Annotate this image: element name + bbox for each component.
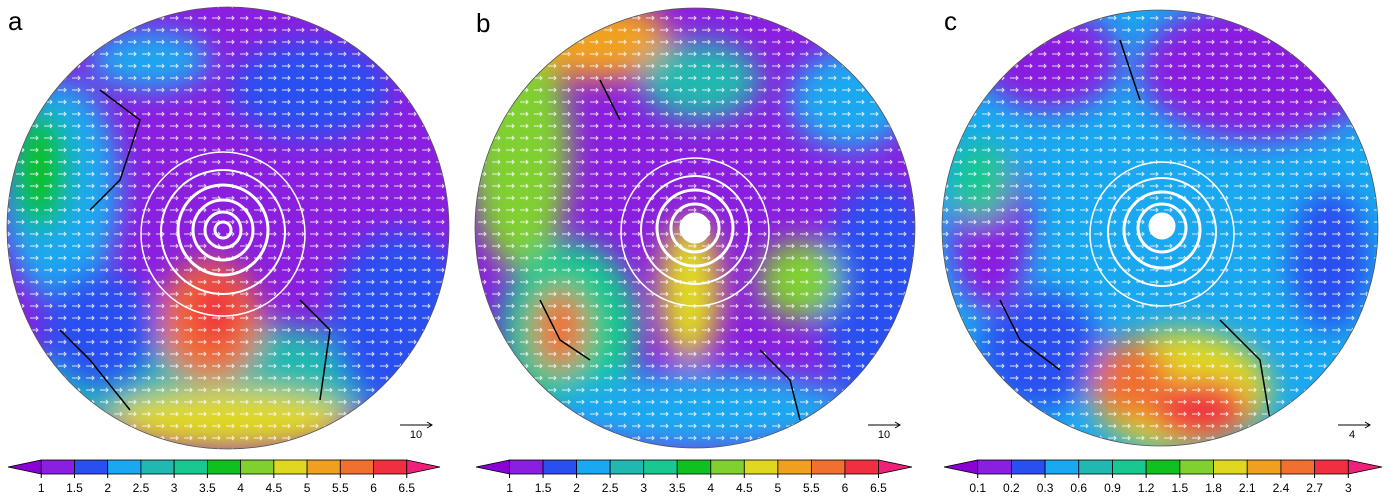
colorbar-tick-label: 3.5 xyxy=(669,481,686,495)
colorbar-box xyxy=(206,459,242,475)
colorbar-end xyxy=(7,459,42,475)
colorbar-tick-label: 1 xyxy=(38,481,45,495)
colorbar-box xyxy=(373,459,408,475)
colorbar-tick-label: 0.6 xyxy=(1070,481,1087,495)
colorbar-tick-label: 5 xyxy=(775,481,782,495)
colorbar-box xyxy=(810,459,846,475)
reference-arrow-head xyxy=(894,421,901,429)
colorbar-tick-label: 1 xyxy=(506,481,513,495)
colorbar-end xyxy=(943,459,979,475)
colorbar-tick-label: 1.8 xyxy=(1205,481,1222,495)
colorbar-box xyxy=(1280,459,1316,475)
colorbar-tick-label: 2.7 xyxy=(1306,481,1323,495)
colorbar-box xyxy=(74,459,109,475)
colorbar-end xyxy=(406,459,441,475)
colorbar-tick-label: 4.5 xyxy=(266,481,283,495)
colorbar-tick-label: 2.5 xyxy=(602,481,619,495)
reference-label: 10 xyxy=(410,429,422,441)
colorbar-tick-label: 2.5 xyxy=(133,481,150,495)
panel-label: a xyxy=(8,6,23,36)
colorbar-box xyxy=(1044,459,1080,475)
panel-label: c xyxy=(944,6,957,36)
colorbar-box xyxy=(609,459,645,475)
colorbar-box xyxy=(1213,459,1248,475)
colorbar-box xyxy=(743,459,779,475)
colorbar-box xyxy=(240,459,275,475)
colorbar-tick-label: 2.4 xyxy=(1273,481,1290,495)
colorbar-box xyxy=(509,459,544,475)
colorbar-end xyxy=(1347,459,1383,475)
colorbar-box xyxy=(542,459,578,475)
colorbar-tick-label: 5.5 xyxy=(803,481,820,495)
colorbar-tick-label: 5.5 xyxy=(332,481,349,495)
colorbar-box xyxy=(1179,459,1214,475)
colorbar-tick-label: 4 xyxy=(707,481,714,495)
colorbar-box xyxy=(844,459,879,475)
colorbar-tick-label: 2 xyxy=(104,481,111,495)
colorbar-end xyxy=(878,459,913,475)
map-c xyxy=(942,10,1378,446)
colorbar-box xyxy=(173,459,208,475)
colorbar-tick-label: 6.5 xyxy=(870,481,887,495)
colorbar-box xyxy=(306,459,341,475)
colorbar-box xyxy=(40,459,75,475)
reference-label: 4 xyxy=(1349,429,1355,441)
colorbar-tick-label: 6.5 xyxy=(398,481,415,495)
colorbar-box xyxy=(1246,459,1282,475)
colorbar-tick-label: 0.2 xyxy=(1003,481,1020,495)
colorbar-box xyxy=(777,459,812,475)
colorbar-box xyxy=(1314,459,1349,475)
colorbar-box xyxy=(576,459,611,475)
map-b xyxy=(475,8,915,448)
colorbar-box xyxy=(1145,459,1181,475)
colorbar-tick-label: 0.1 xyxy=(969,481,986,495)
colorbar-tick-label: 1.2 xyxy=(1138,481,1155,495)
colorbar-tick-label: 0.3 xyxy=(1037,481,1054,495)
colorbar-tick-label: 5 xyxy=(304,481,311,495)
colorbar-box xyxy=(1078,459,1113,475)
colorbar-tick-label: 1.5 xyxy=(66,481,83,495)
colorbar-box xyxy=(273,459,308,475)
colorbar-tick-label: 2 xyxy=(573,481,580,495)
colorbar-box xyxy=(140,459,175,475)
colorbar-box xyxy=(643,459,678,475)
colorbar-tick-label: 1.5 xyxy=(535,481,552,495)
reference-arrow-head xyxy=(426,421,433,429)
map-a xyxy=(7,7,449,449)
panel-label: b xyxy=(476,8,490,38)
colorbar-box xyxy=(339,459,374,475)
colorbar-tick-label: 3 xyxy=(171,481,178,495)
colorbar-box xyxy=(107,459,142,475)
reference-label: 10 xyxy=(878,429,890,441)
reference-arrow-head xyxy=(1364,421,1371,429)
colorbar-box xyxy=(1112,459,1147,475)
colorbar-tick-label: 6 xyxy=(370,481,377,495)
colorbar-tick-label: 6 xyxy=(842,481,849,495)
colorbar-box xyxy=(1010,459,1046,475)
colorbar-end xyxy=(475,459,510,475)
colorbar-tick-label: 4.5 xyxy=(736,481,753,495)
colorbar-box xyxy=(977,459,1012,475)
colorbar-tick-label: 4 xyxy=(237,481,244,495)
colorbar-tick-label: 3.5 xyxy=(199,481,216,495)
colorbar-box xyxy=(710,459,745,475)
colorbar-tick-label: 2.1 xyxy=(1239,481,1256,495)
colorbar-tick-label: 3 xyxy=(640,481,647,495)
colorbar-box xyxy=(676,459,712,475)
colorbar-tick-label: 1.5 xyxy=(1172,481,1189,495)
colorbar-tick-label: 3 xyxy=(1345,481,1352,495)
colorbar-tick-label: 0.9 xyxy=(1104,481,1121,495)
